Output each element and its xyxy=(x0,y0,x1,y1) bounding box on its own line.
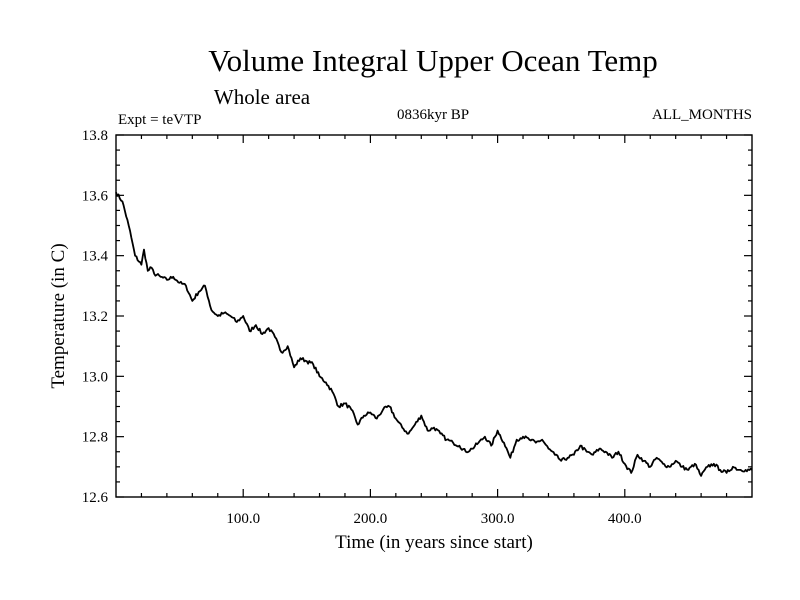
x-tick-label: 200.0 xyxy=(354,511,388,527)
y-tick-labels: 12.6 12.8 13.0 13.2 13.4 13.6 13.8 xyxy=(82,128,109,506)
chart-title: Volume Integral Upper Ocean Temp xyxy=(208,43,658,78)
period-label: 0836kyr BP xyxy=(397,107,469,123)
y-axis-label: Temperature (in C) xyxy=(48,243,69,388)
x-axis-label: Time (in years since start) xyxy=(335,532,533,553)
months-label: ALL_MONTHS xyxy=(652,107,752,123)
x-tick-label: 100.0 xyxy=(226,511,260,527)
x-tick-labels: 100.0 200.0 300.0 400.0 xyxy=(226,511,641,527)
y-tick-label: 13.4 xyxy=(82,249,109,265)
y-tick-label: 12.6 xyxy=(82,490,109,506)
plot-frame xyxy=(115,134,753,498)
chart-subtitle: Whole area xyxy=(214,85,311,109)
y-tick-label: 13.2 xyxy=(82,309,108,325)
axis-ticks xyxy=(116,134,752,498)
x-tick-label: 400.0 xyxy=(608,511,642,527)
y-tick-label: 12.8 xyxy=(82,430,108,446)
y-tick-label: 13.0 xyxy=(82,369,108,385)
y-tick-label: 13.8 xyxy=(82,128,108,144)
experiment-label: Expt = teVTP xyxy=(118,112,201,128)
x-tick-label: 300.0 xyxy=(481,511,515,527)
y-tick-label: 13.6 xyxy=(82,188,109,204)
series-line-teVTP xyxy=(115,191,753,477)
